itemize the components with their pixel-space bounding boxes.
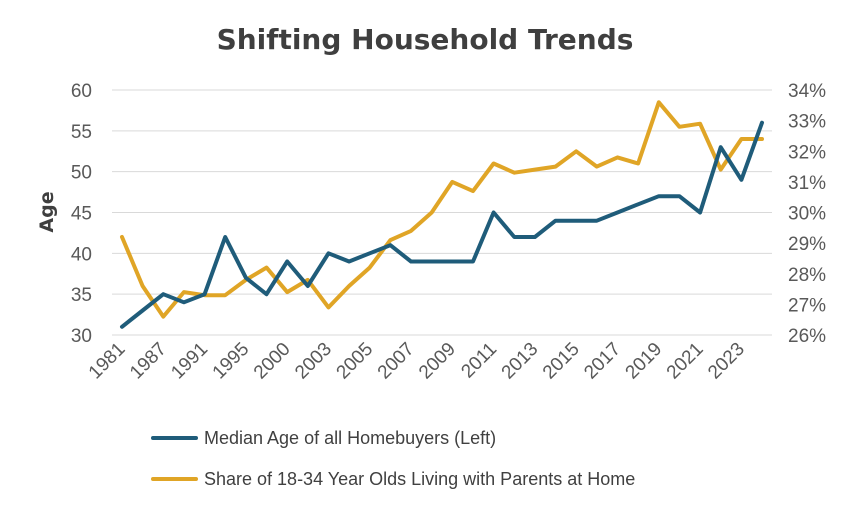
right-tick-label: 28%: [788, 265, 826, 286]
x-tick-label: 2005: [333, 339, 378, 384]
series-line-share-living-with-parents: [120, 100, 764, 319]
series-line-median-homebuyer-age: [120, 120, 764, 329]
x-tick-label: 2015: [539, 339, 584, 384]
right-tick-label: 26%: [788, 326, 826, 347]
series-lines: [120, 100, 764, 329]
x-tick-label: 2009: [415, 339, 460, 384]
left-tick-label: 60: [71, 81, 92, 102]
x-tick-label: 2019: [622, 339, 667, 384]
left-tick-label: 40: [71, 244, 92, 265]
right-tick-label: 31%: [788, 173, 826, 194]
x-tick-label: 2017: [580, 339, 625, 384]
y-axis-title: Age: [36, 191, 58, 232]
right-tick-label: 32%: [788, 142, 826, 163]
chart-title: Shifting Household Trends: [217, 23, 634, 56]
x-tick-label: 2011: [457, 339, 501, 383]
right-axis-ticks: 26% 27% 28% 29% 30% 31% 32% 33% 34%: [788, 81, 826, 347]
left-tick-label: 55: [71, 122, 92, 143]
left-tick-label: 35: [71, 285, 92, 306]
left-axis-ticks: 30 35 40 45 50 55 60: [71, 81, 92, 347]
right-tick-label: 34%: [788, 81, 826, 102]
right-tick-label: 33%: [788, 112, 826, 133]
gridlines: [112, 89, 772, 336]
x-tick-label: 1991: [167, 339, 212, 384]
legend-label: Share of 18-34 Year Olds Living with Par…: [204, 469, 635, 489]
legend-label: Median Age of all Homebuyers (Left): [204, 428, 496, 448]
left-tick-label: 45: [71, 204, 92, 225]
x-axis-ticks: 1981198719911995200020032005200720092011…: [85, 339, 749, 384]
right-tick-label: 27%: [788, 295, 826, 316]
left-tick-label: 50: [71, 163, 92, 184]
x-tick-label: 2000: [250, 339, 295, 384]
x-tick-label: 2013: [498, 339, 543, 384]
x-tick-label: 1987: [126, 339, 171, 384]
x-tick-label: 1995: [209, 339, 254, 384]
left-tick-label: 30: [71, 326, 92, 347]
x-tick-label: 2021: [663, 339, 708, 384]
x-tick-label: 2007: [374, 339, 419, 384]
legend: Median Age of all Homebuyers (Left) Share…: [151, 428, 635, 489]
x-tick-label: 2003: [291, 339, 336, 384]
x-tick-label: 2023: [704, 339, 749, 384]
right-tick-label: 30%: [788, 204, 826, 225]
right-tick-label: 29%: [788, 234, 826, 255]
